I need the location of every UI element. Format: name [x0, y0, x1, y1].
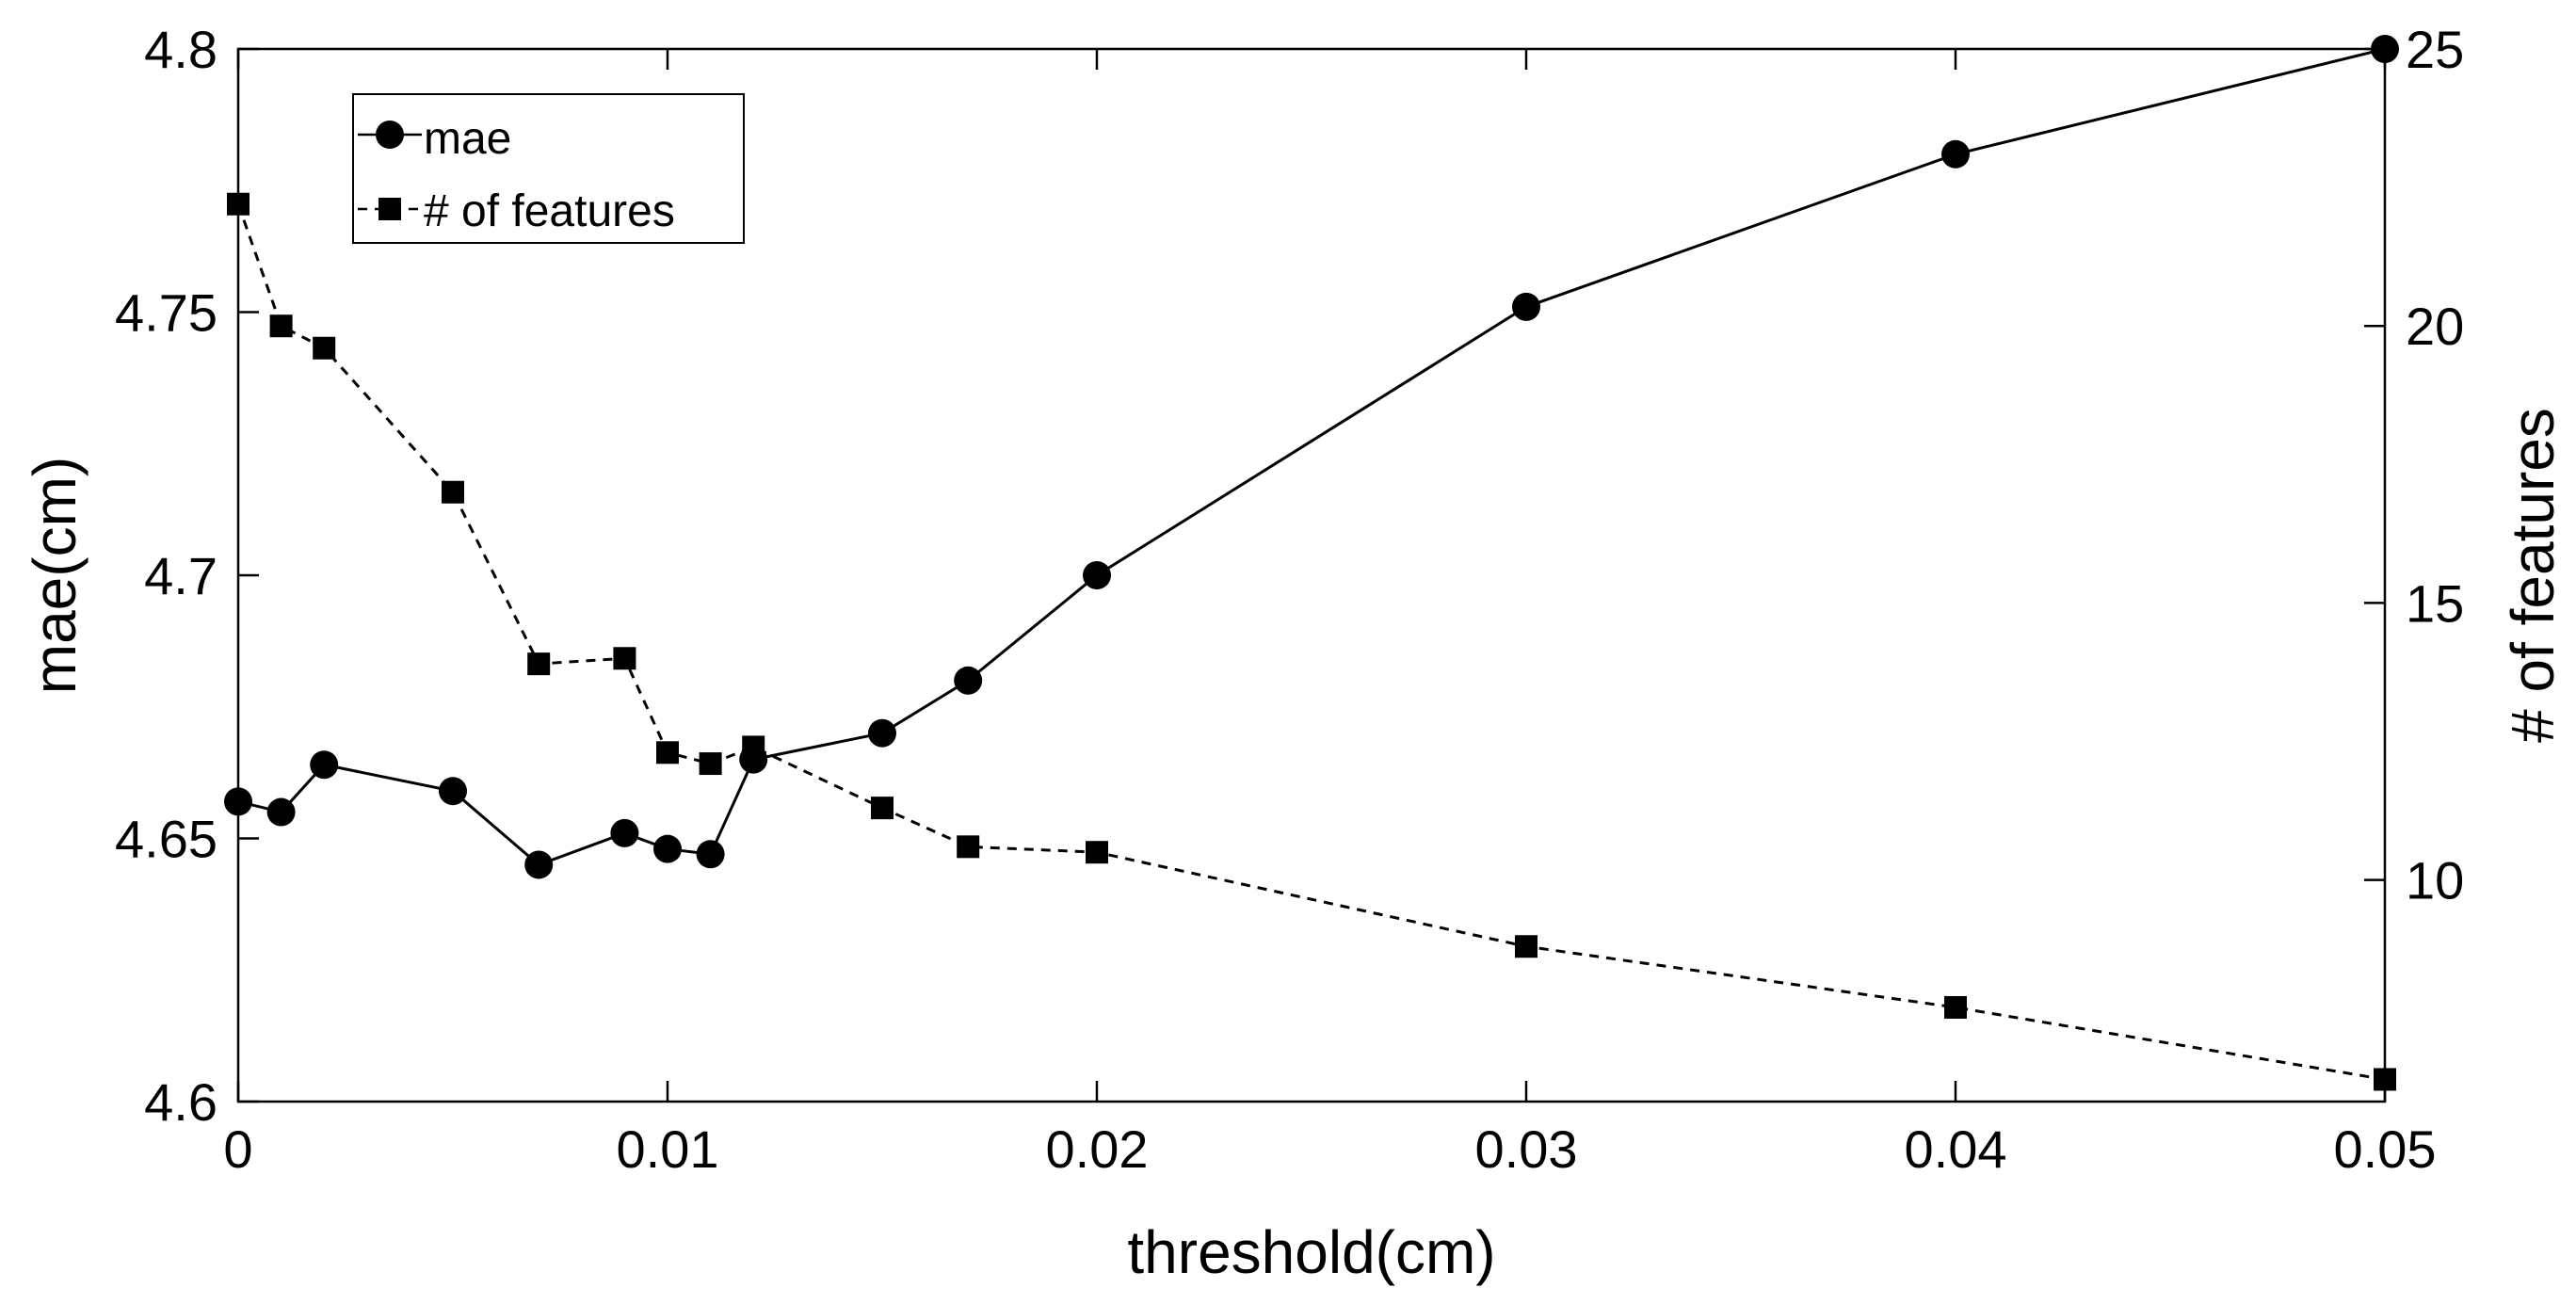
data-point-features: [871, 797, 894, 820]
data-point-features: [613, 647, 636, 670]
legend-label-features: # of features: [424, 186, 675, 236]
data-point-mae: [266, 797, 296, 827]
data-point-mae: [868, 718, 896, 748]
data-point-mae: [1941, 139, 1970, 169]
y-tick-label: 4.8: [144, 20, 217, 79]
data-point-features: [2374, 1068, 2396, 1091]
x-axis-label: threshold(cm): [1127, 1218, 1495, 1286]
legend-marker-square: [378, 198, 401, 220]
data-point-mae: [439, 777, 467, 806]
data-point-features: [699, 752, 722, 776]
series-layer: [224, 35, 2399, 1091]
y2-tick-label: 10: [2406, 851, 2464, 910]
tick-layer: 0 0.01 0.02 0.03 0.04 0.05 4.6 4.65 4.7 4.75 4.8 10…: [115, 20, 2464, 1179]
data-point-mae: [224, 787, 252, 816]
legend: mae # of features: [352, 93, 745, 244]
data-point-mae: [1083, 561, 1111, 589]
data-point-features: [527, 652, 551, 676]
data-point-mae: [2371, 35, 2399, 63]
data-point-features: [227, 192, 250, 216]
y-tick-label: 4.6: [144, 1072, 217, 1132]
data-point-features: [656, 741, 679, 765]
data-point-mae: [954, 666, 983, 695]
data-point-features: [269, 314, 293, 338]
data-point-mae: [610, 818, 639, 847]
legend-label-mae: mae: [424, 114, 511, 164]
data-point-mae: [310, 750, 339, 780]
y-tick-label: 4.7: [144, 546, 217, 605]
x-tick-label: 0.05: [2334, 1119, 2437, 1179]
data-point-features: [742, 735, 765, 759]
y-tick-label: 4.65: [115, 810, 217, 869]
data-point-features: [442, 480, 464, 504]
y2-tick-label: 20: [2406, 297, 2464, 356]
data-point-features: [313, 336, 336, 360]
x-tick-label: 0.02: [1046, 1119, 1149, 1179]
legend-marker-circle: [376, 121, 404, 149]
y2-axis-label: # of features: [2499, 408, 2567, 743]
legend-box: [352, 93, 745, 244]
data-point-mae: [524, 850, 554, 879]
x-tick-label: 0.03: [1475, 1119, 1578, 1179]
data-point-features: [1086, 841, 1108, 864]
x-tick-label: 0.01: [617, 1119, 719, 1179]
data-point-mae: [696, 840, 725, 869]
y2-tick-label: 25: [2406, 20, 2464, 79]
data-point-mae: [1512, 292, 1540, 321]
x-tick-label: 0: [223, 1119, 252, 1179]
y2-tick-label: 15: [2406, 573, 2464, 633]
data-point-features: [1944, 995, 1967, 1019]
data-point-mae: [653, 834, 682, 863]
data-point-features: [1515, 935, 1538, 958]
y-tick-label: 4.75: [115, 283, 217, 343]
x-tick-label: 0.04: [1905, 1119, 2007, 1179]
y-axis-label: mae(cm): [21, 457, 89, 694]
data-point-features: [957, 835, 980, 859]
